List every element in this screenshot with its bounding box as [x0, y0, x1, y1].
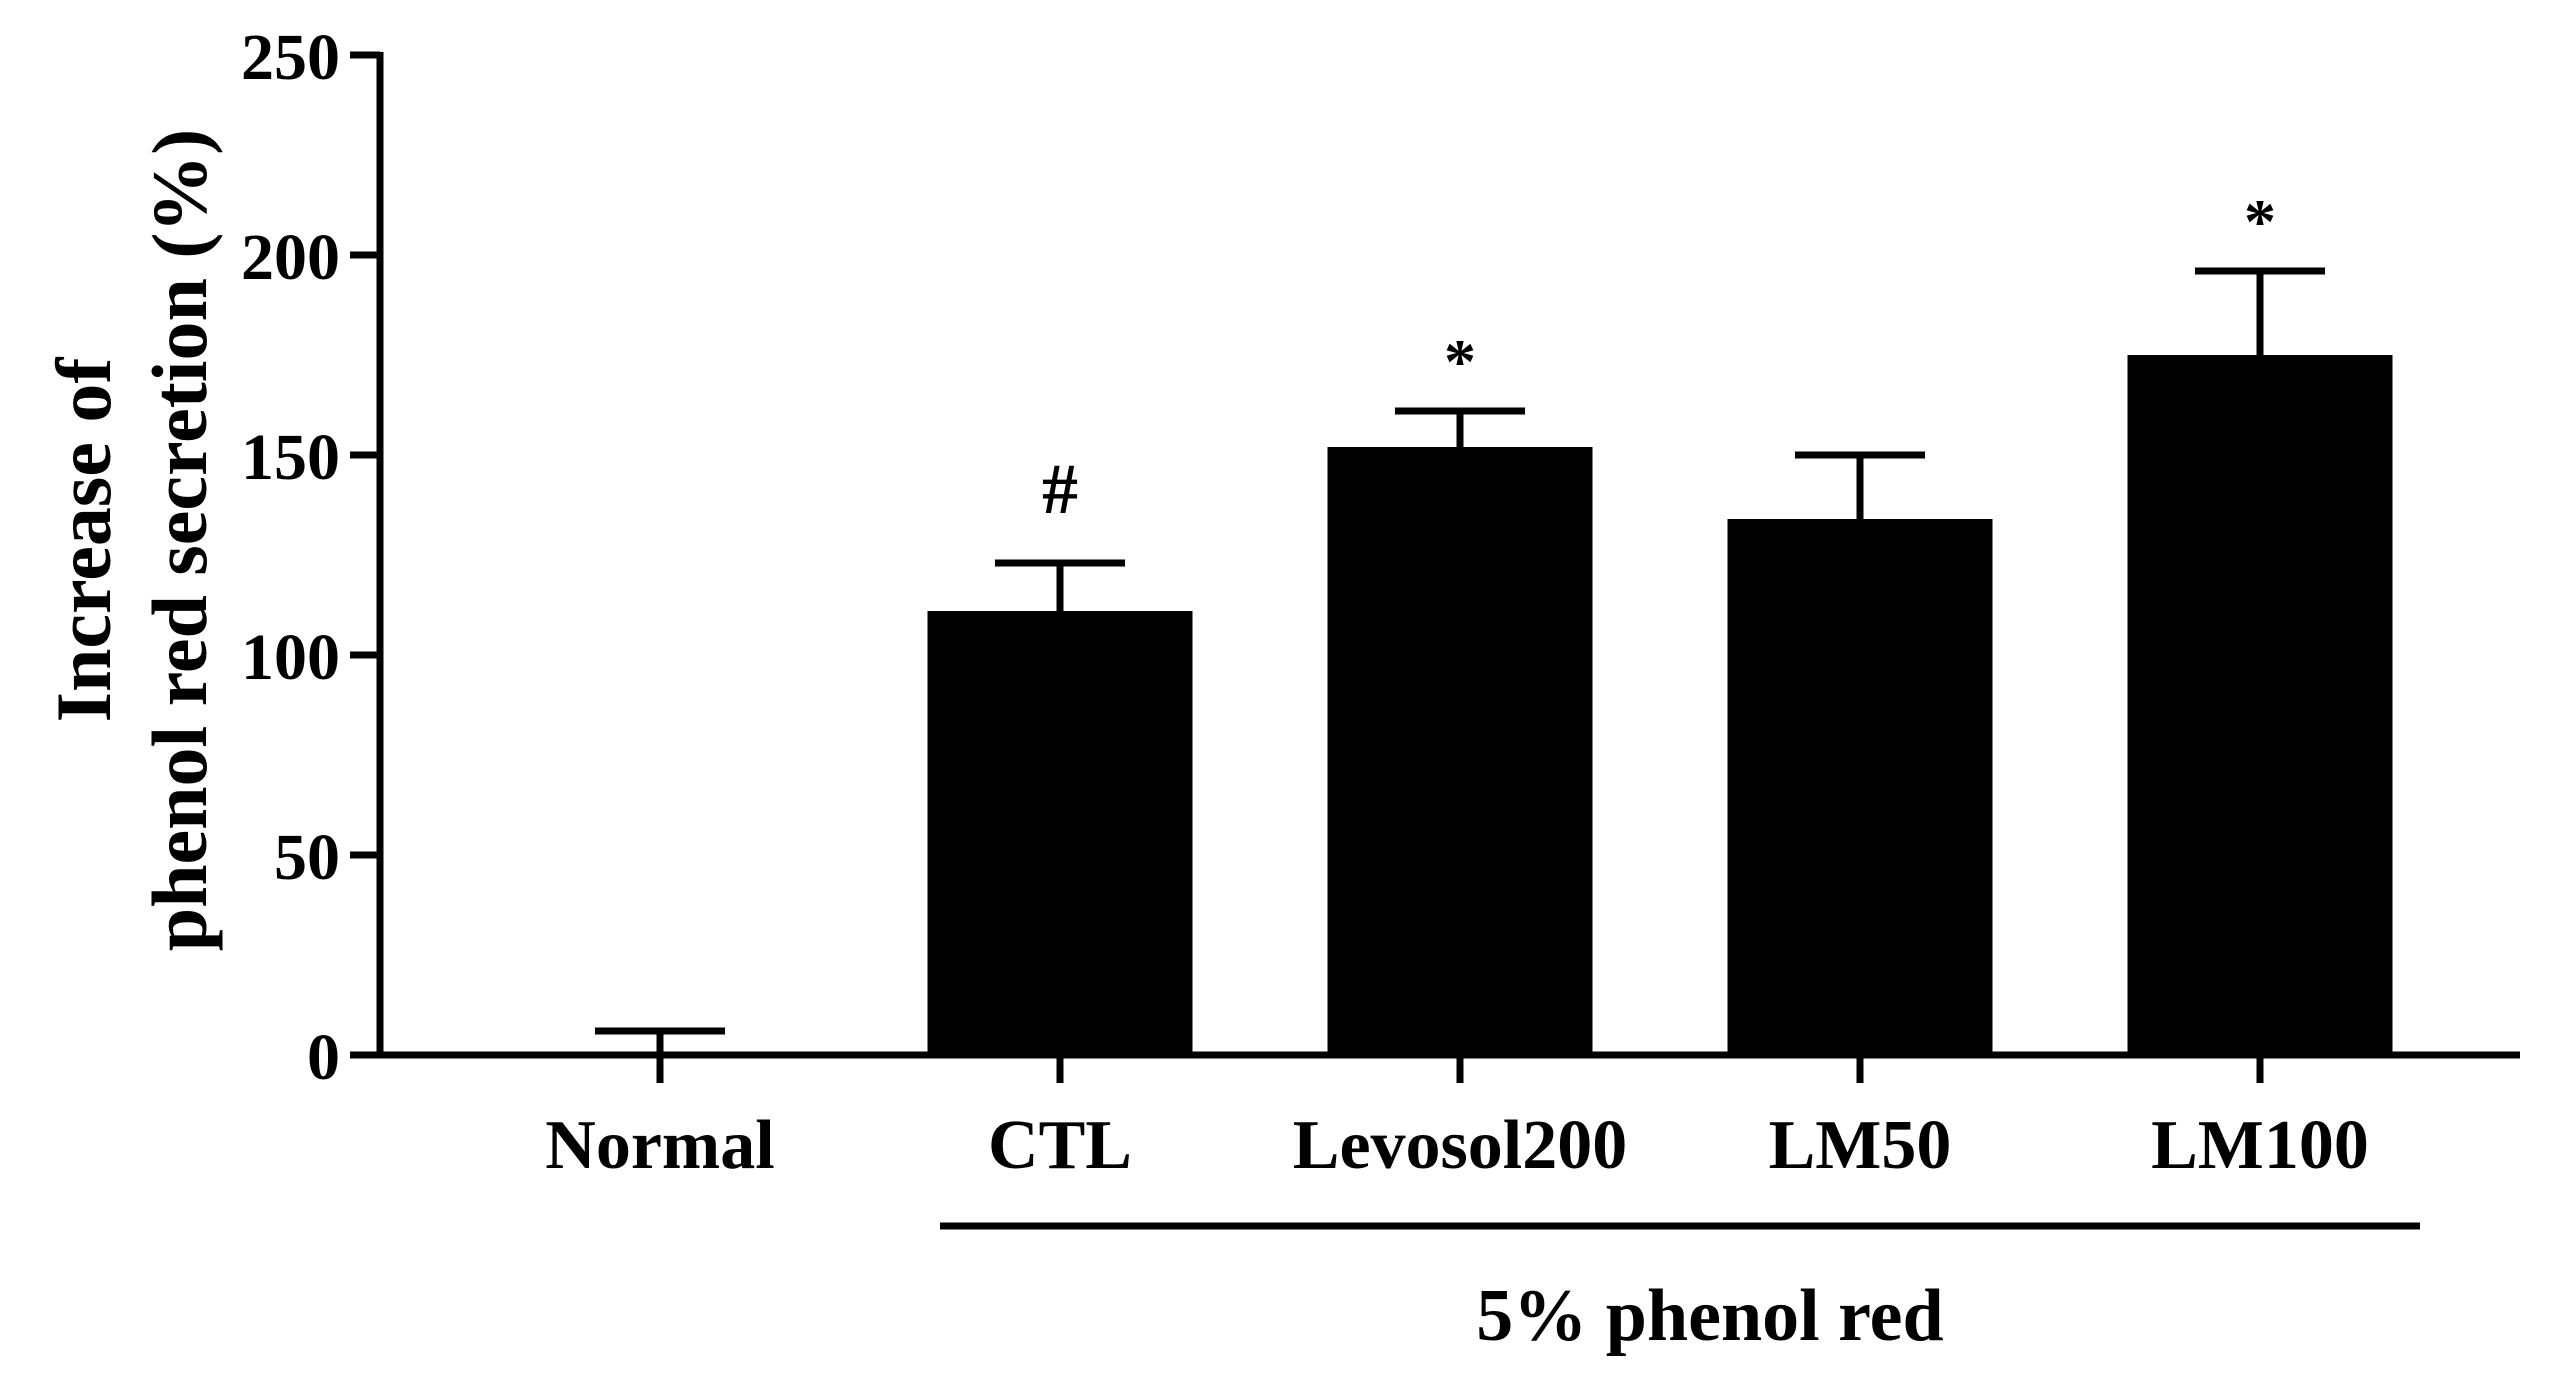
y-tick-label: 100 — [241, 621, 340, 694]
bar-lm50 — [1727, 519, 1993, 1055]
significance-marker: * — [1444, 326, 1476, 397]
y-tick-label: 0 — [307, 1021, 340, 1094]
bar-lm100 — [2127, 355, 2393, 1055]
y-axis-title: Increase of phenol red secretion (%) — [40, 129, 223, 952]
y-tick-label: 150 — [241, 421, 340, 494]
x-tick-label: Levosol200 — [1293, 1107, 1627, 1184]
y-tick-label: 200 — [241, 221, 340, 294]
x-tick-label: CTL — [988, 1107, 1132, 1184]
significance-marker: * — [2244, 186, 2276, 257]
bar-levosol200 — [1327, 447, 1593, 1055]
y-axis-title-line-2: phenol red secretion (%) — [136, 129, 223, 952]
x-tick-label: LM100 — [2151, 1107, 2369, 1184]
bar-ctl — [927, 611, 1193, 1055]
y-axis-title-line-1: Increase of — [40, 357, 127, 723]
plot-area: 0 50 100 150 200 250 Normal CTL # Levosol200 * LM50… — [241, 21, 2520, 1357]
group-label: 5% phenol red — [1476, 1275, 1943, 1357]
y-tick-label: 50 — [274, 821, 340, 894]
y-tick-label: 250 — [241, 21, 340, 94]
x-tick-label: Normal — [545, 1107, 774, 1184]
x-tick-label: LM50 — [1769, 1107, 1952, 1184]
significance-marker: # — [1042, 449, 1078, 529]
